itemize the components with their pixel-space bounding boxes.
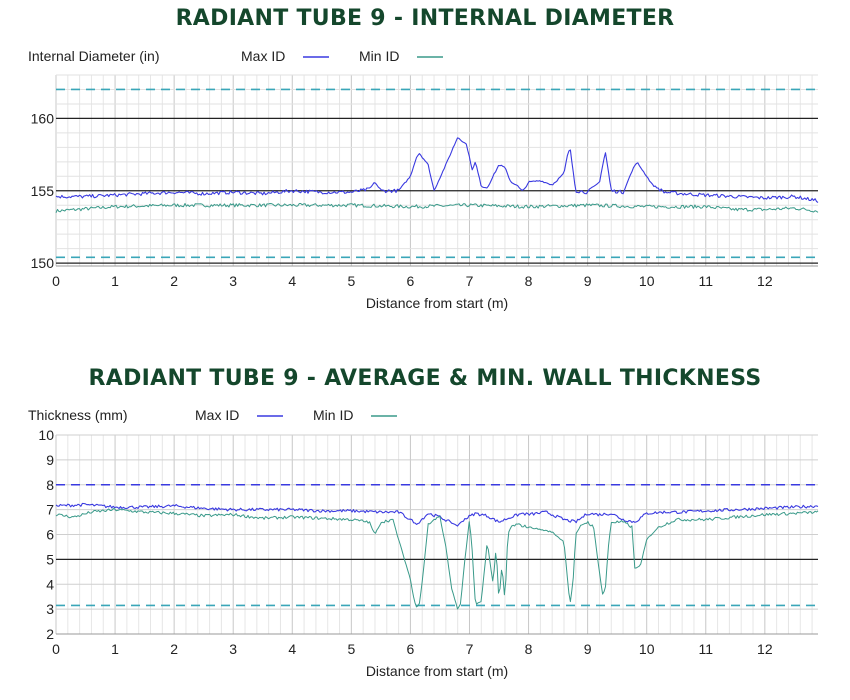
chart-title-internal-diameter: RADIANT TUBE 9 - INTERNAL DIAMETER bbox=[175, 6, 675, 31]
x-tick-label: 6 bbox=[407, 641, 415, 657]
x-tick-label: 9 bbox=[584, 641, 592, 657]
y-tick-label: 160 bbox=[31, 110, 55, 126]
legend-label-min-id: Min ID bbox=[359, 48, 399, 64]
series-line-max-id bbox=[55, 137, 819, 203]
x-tick-label: 7 bbox=[466, 273, 474, 289]
y-tick-label: 150 bbox=[31, 255, 55, 271]
x-tick-label: 11 bbox=[698, 273, 713, 289]
x-tick-label: 3 bbox=[229, 273, 237, 289]
x-tick-label: 12 bbox=[757, 641, 773, 657]
x-tick-label: 12 bbox=[757, 273, 773, 289]
y-tick-label: 6 bbox=[46, 527, 54, 543]
y-tick-label: 2 bbox=[46, 626, 54, 642]
y-tick-label: 7 bbox=[46, 502, 54, 518]
x-tick-label: 2 bbox=[170, 273, 178, 289]
y-tick-label: 10 bbox=[38, 427, 54, 443]
x-axis-label: Distance from start (m) bbox=[366, 295, 508, 311]
x-tick-label: 4 bbox=[288, 273, 296, 289]
y-axis-label: Thickness (mm) bbox=[28, 407, 128, 423]
y-tick-label: 8 bbox=[46, 477, 54, 493]
x-tick-label: 8 bbox=[525, 273, 533, 289]
x-tick-label: 0 bbox=[52, 273, 60, 289]
x-axis-label: Distance from start (m) bbox=[366, 663, 508, 679]
x-tick-label: 7 bbox=[466, 641, 474, 657]
x-tick-label: 0 bbox=[52, 641, 60, 657]
x-tick-label: 10 bbox=[639, 641, 655, 657]
y-tick-label: 9 bbox=[46, 452, 54, 468]
series-line-min-id bbox=[55, 203, 819, 214]
x-tick-label: 10 bbox=[639, 273, 655, 289]
y-axis-label: Internal Diameter (in) bbox=[28, 48, 160, 64]
series-line-min-id bbox=[55, 508, 819, 610]
x-tick-label: 1 bbox=[111, 273, 119, 289]
x-tick-label: 2 bbox=[170, 641, 178, 657]
x-tick-label: 8 bbox=[525, 641, 533, 657]
x-tick-label: 1 bbox=[111, 641, 119, 657]
series-line-max-id bbox=[55, 502, 819, 527]
x-tick-label: 5 bbox=[347, 641, 355, 657]
x-tick-label: 11 bbox=[698, 641, 713, 657]
x-tick-label: 5 bbox=[347, 273, 355, 289]
legend-label-max-id: Max ID bbox=[241, 48, 285, 64]
x-tick-label: 3 bbox=[229, 641, 237, 657]
x-tick-label: 6 bbox=[407, 273, 415, 289]
x-tick-label: 4 bbox=[288, 641, 296, 657]
x-tick-label: 9 bbox=[584, 273, 592, 289]
legend-label-min-id: Min ID bbox=[313, 407, 353, 423]
chart-title-wall-thickness: RADIANT TUBE 9 - AVERAGE & MIN. WALL THI… bbox=[88, 366, 762, 391]
y-tick-label: 5 bbox=[46, 551, 54, 567]
y-tick-label: 4 bbox=[46, 576, 54, 592]
y-tick-label: 155 bbox=[31, 183, 55, 199]
legend-label-max-id: Max ID bbox=[195, 407, 239, 423]
y-tick-label: 3 bbox=[46, 601, 54, 617]
